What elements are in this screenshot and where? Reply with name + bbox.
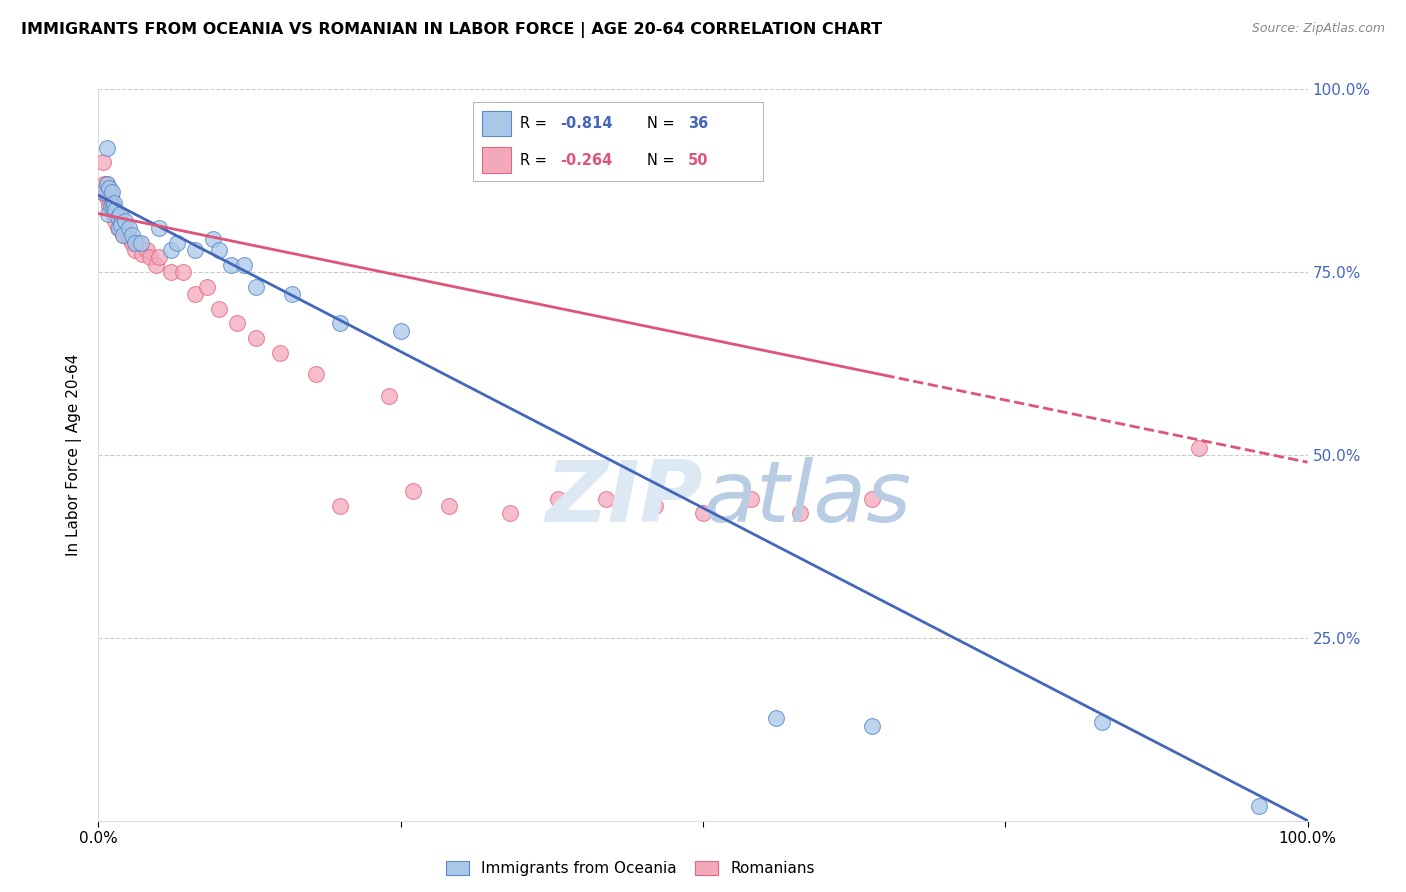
Point [91,155,114,169]
Point [97,192,120,206]
Point [329,316,352,330]
Point [96,178,118,192]
Point [860,718,883,732]
Point [145,258,167,272]
Point [1188,441,1211,455]
Point [100,195,122,210]
Point [208,243,231,257]
Point [547,491,569,506]
Text: Source: ZipAtlas.com: Source: ZipAtlas.com [1251,22,1385,36]
Point [765,711,787,725]
Point [377,389,399,403]
Point [110,218,132,232]
Point [103,206,125,220]
Point [100,185,122,199]
Point [498,507,520,521]
Point [135,243,157,257]
Point [110,218,132,232]
Point [104,202,127,217]
Point [101,199,124,213]
Point [118,232,141,246]
Point [127,235,149,250]
Point [98,181,121,195]
Point [692,507,714,521]
Point [114,214,136,228]
Point [111,228,134,243]
Point [118,221,141,235]
Point [789,507,811,521]
Point [740,491,762,506]
Point [114,221,136,235]
Point [184,243,207,257]
Point [402,484,425,499]
Point [644,499,666,513]
Point [131,246,153,260]
Point [389,324,412,338]
Point [245,279,267,293]
Point [245,331,267,345]
Point [117,228,139,243]
Point [98,199,121,213]
Point [160,243,183,257]
Point [103,195,125,210]
Point [437,499,460,513]
Point [160,265,183,279]
Point [329,499,352,513]
Point [595,491,617,506]
Point [107,221,129,235]
Point [108,206,131,220]
Y-axis label: In Labor Force | Age 20-64: In Labor Force | Age 20-64 [66,354,83,556]
Point [305,368,328,382]
Point [226,316,249,330]
Point [100,199,122,213]
Point [221,258,243,272]
Point [91,185,114,199]
Point [111,228,134,243]
Text: ZIP: ZIP [546,458,703,541]
Point [101,202,124,217]
Point [105,206,128,220]
Point [148,221,170,235]
Point [94,188,117,202]
Point [100,188,122,202]
Point [108,214,131,228]
Point [104,214,127,228]
Point [121,228,143,243]
Point [93,178,115,192]
Point [97,206,120,220]
Point [860,491,883,506]
Point [129,235,152,250]
Point [1091,714,1114,729]
Point [96,141,118,155]
Point [195,279,218,293]
Point [202,232,225,246]
Point [1249,799,1271,814]
Point [124,243,146,257]
Point [269,345,291,359]
Point [281,287,304,301]
Point [172,265,194,279]
Point [108,221,131,235]
Point [184,287,207,301]
Point [208,301,231,316]
Point [232,258,254,272]
Point [124,235,146,250]
Legend: Immigrants from Oceania, Romanians: Immigrants from Oceania, Romanians [440,855,821,882]
Text: IMMIGRANTS FROM OCEANIA VS ROMANIAN IN LABOR FORCE | AGE 20-64 CORRELATION CHART: IMMIGRANTS FROM OCEANIA VS ROMANIAN IN L… [21,22,882,38]
Point [121,235,143,250]
Point [139,251,162,265]
Point [91,185,114,199]
Text: atlas: atlas [703,458,911,541]
Point [148,251,170,265]
Point [96,178,118,192]
Point [107,211,129,225]
Point [166,235,188,250]
